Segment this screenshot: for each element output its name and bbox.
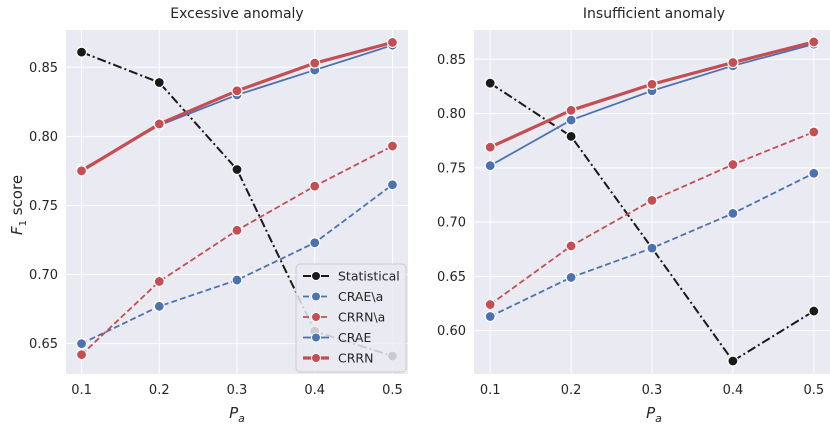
y-tick-label: 0.75 xyxy=(29,199,58,214)
data-point xyxy=(153,76,165,89)
data-point xyxy=(75,349,88,361)
series-crrn-a xyxy=(75,140,399,361)
data-point xyxy=(309,57,321,69)
legend: Statistical CRAE\a CRRN\a CRAE CRRN xyxy=(295,263,407,373)
panel-excessive-anomaly: Excessive anomaly F1 score Pa 0.65 0.70 0.… xyxy=(8,6,408,425)
x-tick-label: 0.4 xyxy=(304,383,325,398)
y-tick-label: 0.80 xyxy=(29,130,58,145)
legend-item: CRRN xyxy=(303,351,373,366)
data-point xyxy=(565,130,577,142)
data-point xyxy=(808,126,820,138)
y-tick-label: 0.70 xyxy=(437,216,466,231)
x-tick-label: 0.2 xyxy=(149,383,170,398)
data-point xyxy=(309,180,321,192)
series-crrn xyxy=(75,36,399,177)
y-tick-label: 0.75 xyxy=(437,161,466,176)
data-point xyxy=(153,300,165,312)
data-point xyxy=(75,165,88,177)
legend-label: Statistical xyxy=(338,269,400,284)
legend-label: CRRN\a xyxy=(338,310,385,325)
data-point xyxy=(231,85,243,97)
legend-item: CRAE xyxy=(303,330,371,345)
y-tick-label: 0.85 xyxy=(437,53,466,68)
y-axis-label: F1 score xyxy=(8,175,29,235)
x-tick-label: 0.3 xyxy=(642,383,663,398)
y-tick-label: 0.65 xyxy=(437,270,466,285)
x-tick-label: 0.2 xyxy=(561,383,582,398)
y-tick-label: 0.85 xyxy=(29,61,58,76)
x-tick-label: 0.1 xyxy=(71,383,92,398)
data-point xyxy=(727,355,739,367)
data-point xyxy=(646,78,658,90)
x-tick-label: 0.3 xyxy=(227,383,248,398)
data-point xyxy=(386,36,399,49)
legend-box xyxy=(295,263,407,373)
data-point xyxy=(75,46,88,58)
data-point xyxy=(484,141,496,153)
data-point xyxy=(565,271,577,284)
data-point xyxy=(309,237,321,249)
legend-marker xyxy=(311,353,321,363)
legend-marker xyxy=(311,271,321,281)
series-line xyxy=(81,184,393,345)
data-point xyxy=(484,160,496,172)
y-tick-label: 0.80 xyxy=(437,107,466,122)
x-tick-label: 0.1 xyxy=(480,383,501,398)
data-point xyxy=(646,194,658,206)
x-axis-label: Pa xyxy=(646,404,662,425)
data-point xyxy=(808,305,820,317)
data-point xyxy=(484,310,496,323)
data-point xyxy=(808,36,820,48)
series-crrn-a xyxy=(484,126,820,311)
legend-item: Statistical xyxy=(303,269,400,284)
legend-label: CRRN xyxy=(338,351,373,366)
y-tick-label: 0.70 xyxy=(29,268,58,283)
data-point xyxy=(484,298,496,311)
data-point xyxy=(153,118,165,130)
legend-marker xyxy=(311,291,321,302)
chart-title: Excessive anomaly xyxy=(170,6,303,22)
series-crae-a xyxy=(484,167,820,323)
x-tick-label: 0.5 xyxy=(382,383,403,398)
legend-marker xyxy=(311,312,321,322)
data-point xyxy=(153,275,165,288)
y-tick-label: 0.65 xyxy=(29,337,58,352)
data-point xyxy=(386,140,399,152)
data-point xyxy=(565,114,577,126)
x-tick-label: 0.5 xyxy=(803,383,824,398)
legend-label: CRAE xyxy=(338,330,371,345)
y-tick-label: 0.60 xyxy=(437,324,466,339)
x-axis-label: Pa xyxy=(229,404,245,425)
data-point xyxy=(646,242,658,254)
legend-item: CRAE\a xyxy=(303,289,383,304)
data-point xyxy=(565,240,577,252)
legend-marker xyxy=(311,332,321,343)
data-point xyxy=(231,224,243,236)
data-point xyxy=(75,338,88,350)
data-point xyxy=(231,163,243,176)
data-point xyxy=(565,104,577,116)
data-point xyxy=(727,207,739,219)
legend-label: CRAE\a xyxy=(338,289,383,304)
legend-item: CRRN\a xyxy=(303,310,385,325)
data-point xyxy=(727,158,739,171)
data-point xyxy=(484,77,496,89)
series-crrn xyxy=(484,36,820,153)
x-tick-label: 0.4 xyxy=(723,383,744,398)
data-point xyxy=(231,274,243,286)
chart-title: Insufficient anomaly xyxy=(583,6,725,22)
panel-insufficient-anomaly: Insufficient anomaly Pa 0.60 0.65 0.70 0.75… xyxy=(437,6,830,425)
data-point xyxy=(727,56,739,69)
data-point xyxy=(808,167,820,179)
series-crae-a xyxy=(75,179,399,350)
data-point xyxy=(386,179,399,191)
